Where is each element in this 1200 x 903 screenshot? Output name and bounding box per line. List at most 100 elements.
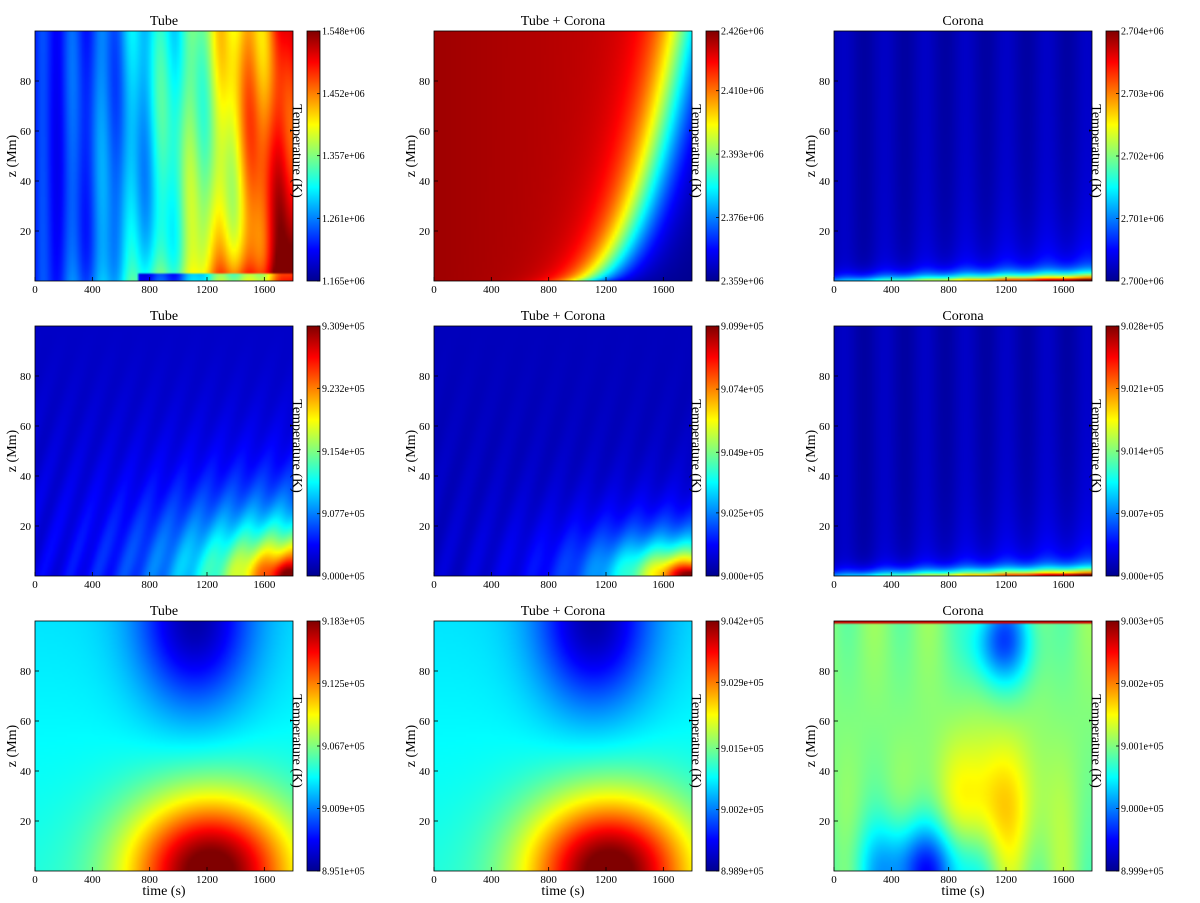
x-tick-label: 1200: [196, 579, 219, 591]
heatmap-image: [35, 326, 293, 576]
x-axis-label: time (s): [142, 884, 185, 899]
colorbar-tick-label: 9.009e+05: [322, 804, 365, 815]
y-tick-label: 20: [819, 816, 831, 828]
heatmap-panel: Corona 0 400 800 1200 1600 20 40 60 80 z (Mm) 2.700…: [804, 14, 1164, 296]
colorbar-tick-label: 1.165e+06: [322, 277, 365, 288]
y-tick-label: 60: [20, 421, 32, 433]
y-tick-label: 20: [419, 521, 431, 533]
y-tick-label: 40: [419, 471, 431, 483]
plot-frame: [433, 30, 693, 282]
colorbar-tick-label: 1.548e+06: [322, 27, 365, 38]
y-tick-label: 20: [20, 816, 32, 828]
x-tick-label: 800: [940, 874, 957, 886]
x-tick-label: 400: [84, 284, 101, 296]
colorbar-tick-label: 9.028e+05: [1121, 322, 1164, 333]
heatmap-panel: Corona 0 400 800 1200 1600 20 40 60 80 z (Mm) 9.000…: [804, 309, 1164, 591]
x-tick-label: 800: [540, 579, 557, 591]
y-tick-label: 60: [419, 421, 431, 433]
panel-title: Tube + Corona: [521, 604, 606, 619]
x-tick-label: 0: [831, 284, 837, 296]
colorbar-tick-label: 9.021e+05: [1121, 384, 1164, 395]
heatmap-image: [434, 326, 692, 576]
colorbar-tick-label: 9.077e+05: [322, 509, 365, 520]
y-tick-label: 80: [419, 76, 431, 88]
plot-frame: [34, 325, 294, 577]
colorbar-tick-label: 2.700e+06: [1121, 277, 1164, 288]
colorbar-label: Temperature (K): [1088, 104, 1103, 198]
colorbar-label: Temperature (K): [1088, 399, 1103, 493]
colorbar-label: Temperature (K): [1088, 694, 1103, 788]
colorbar-tick-label: 2.410e+06: [721, 86, 764, 97]
y-axis-label: z (Mm): [404, 429, 419, 472]
x-tick-label: 400: [883, 579, 900, 591]
panel-title: Tube + Corona: [521, 309, 606, 324]
heatmap-panel: Tube 0 400 800 1200 1600 20 40 60 80 z (Mm) 1.165e+…: [5, 14, 365, 296]
colorbar-tick-label: 9.099e+05: [721, 322, 764, 333]
colorbar-tick-label: 2.702e+06: [1121, 152, 1164, 163]
colorbar-tick-label: 8.951e+05: [322, 867, 365, 878]
x-tick-label: 1600: [652, 874, 675, 886]
colorbar-tick-label: 9.232e+05: [322, 384, 365, 395]
x-tick-label: 0: [431, 284, 437, 296]
plot-frame: [833, 620, 1093, 872]
colorbar: [705, 30, 720, 282]
x-tick-label: 1200: [995, 874, 1018, 886]
colorbar-tick-label: 8.999e+05: [1121, 867, 1164, 878]
colorbar-label: Temperature (K): [289, 694, 304, 788]
y-tick-label: 20: [20, 226, 32, 238]
x-tick-label: 0: [32, 874, 38, 886]
y-tick-label: 60: [819, 126, 831, 138]
colorbar-tick-label: 9.029e+05: [721, 678, 764, 689]
plot-frame: [34, 30, 294, 282]
x-tick-label: 1600: [652, 579, 675, 591]
panel-title: Tube + Corona: [521, 14, 606, 29]
y-tick-label: 40: [819, 176, 831, 188]
x-tick-label: 1200: [595, 579, 618, 591]
y-axis-label: z (Mm): [5, 134, 20, 177]
colorbar-tick-label: 2.376e+06: [721, 213, 764, 224]
y-tick-label: 80: [20, 666, 32, 678]
x-tick-label: 800: [940, 284, 957, 296]
x-tick-label: 800: [540, 874, 557, 886]
x-tick-label: 0: [431, 579, 437, 591]
y-tick-label: 20: [419, 816, 431, 828]
heatmap-image: [834, 621, 1092, 871]
panel-title: Tube: [150, 14, 178, 29]
panel-title: Corona: [942, 14, 984, 29]
heatmap-panel: Tube + Corona 0 400 800 1200 1600 20 40 60 80 z (M…: [404, 309, 764, 591]
heatmap-panel: Tube 0 400 800 1200 1600 20 40 60 80 z (Mm) 9.000e+…: [5, 309, 365, 591]
y-axis-label: z (Mm): [5, 429, 20, 472]
y-tick-label: 40: [20, 176, 32, 188]
colorbar-tick-label: 8.989e+05: [721, 867, 764, 878]
y-tick-label: 60: [419, 716, 431, 728]
colorbar-tick-label: 9.309e+05: [322, 322, 365, 333]
colorbar-tick-label: 9.002e+05: [721, 805, 764, 816]
y-axis-label: z (Mm): [404, 724, 419, 767]
panel-title: Corona: [942, 309, 984, 324]
x-tick-label: 1600: [1052, 874, 1075, 886]
colorbar-label: Temperature (K): [688, 399, 703, 493]
plot-frame: [34, 620, 294, 872]
y-tick-label: 40: [819, 471, 831, 483]
heatmap-panel: Tube + Corona 0 400 800 1200 1600 20 40 60 80 z (M…: [404, 604, 764, 899]
colorbar-tick-label: 9.000e+05: [1121, 804, 1164, 815]
x-tick-label: 1200: [595, 284, 618, 296]
y-tick-label: 40: [819, 766, 831, 778]
colorbar-tick-label: 9.014e+05: [1121, 447, 1164, 458]
x-tick-label: 1200: [595, 874, 618, 886]
colorbar-tick-label: 9.002e+05: [1121, 679, 1164, 690]
colorbar-tick-label: 9.007e+05: [1121, 509, 1164, 520]
x-tick-label: 800: [540, 284, 557, 296]
colorbar-tick-label: 9.125e+05: [322, 679, 365, 690]
colorbar-tick-label: 9.067e+05: [322, 742, 365, 753]
colorbar-tick-label: 1.261e+06: [322, 214, 365, 225]
y-tick-label: 80: [419, 371, 431, 383]
x-tick-label: 1200: [995, 284, 1018, 296]
x-tick-label: 1600: [1052, 579, 1075, 591]
y-tick-label: 40: [20, 766, 32, 778]
x-tick-label: 0: [831, 874, 837, 886]
heatmap-image: [434, 31, 692, 281]
colorbar-label: Temperature (K): [289, 399, 304, 493]
colorbar-label: Temperature (K): [289, 104, 304, 198]
colorbar-tick-label: 2.703e+06: [1121, 89, 1164, 100]
